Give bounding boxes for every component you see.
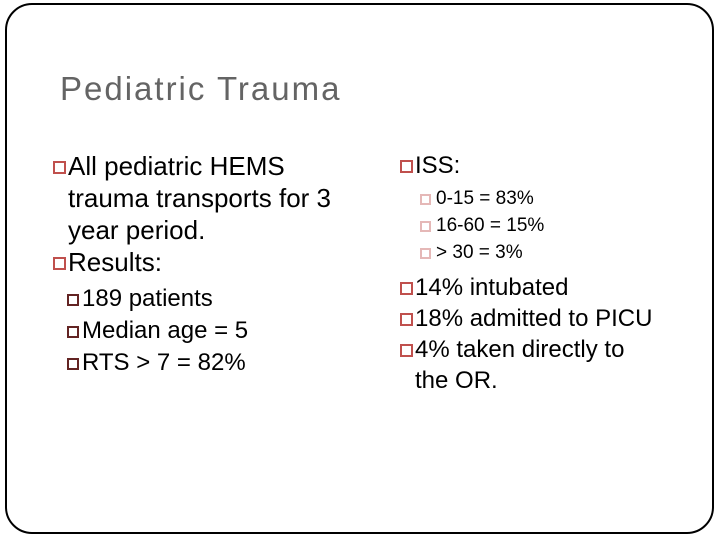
list-item: 18% admitted to PICU: [400, 303, 668, 334]
slide-border: [5, 3, 714, 534]
square-bullet-icon: [53, 257, 66, 270]
list-item: 4% taken directly to the OR.: [400, 334, 668, 396]
square-bullet-icon: [67, 294, 79, 306]
list-item: 16-60 = 15%: [420, 212, 668, 239]
bullet-text: ISS:: [415, 152, 461, 179]
list-item: > 30 = 3%: [420, 239, 668, 266]
square-bullet-icon: [67, 326, 79, 338]
bullet-text: 14% intubated: [415, 274, 569, 301]
square-bullet-icon: [400, 313, 413, 326]
right-text-column: ISS: 0-15 = 83% 16-60 = 15% > 30 = 3% 14…: [400, 150, 668, 396]
sub-list: 189 patients Median age = 5 RTS > 7 = 82…: [53, 283, 358, 379]
square-bullet-icon: [420, 221, 431, 232]
list-item: ISS:: [400, 150, 668, 181]
list-item: Median age = 5: [67, 315, 358, 347]
square-bullet-icon: [400, 282, 413, 295]
bullet-text: 4% taken directly to the OR.: [415, 336, 625, 394]
bullet-text: 18% admitted to PICU: [415, 305, 653, 332]
square-bullet-icon: [400, 160, 413, 173]
bullet-text: All pediatric HEMS trauma transports for…: [68, 151, 331, 245]
list-item: Results:: [53, 246, 358, 278]
list-item: 189 patients: [67, 283, 358, 315]
sub-list: 0-15 = 83% 16-60 = 15% > 30 = 3%: [400, 185, 668, 266]
square-bullet-icon: [53, 161, 66, 174]
square-bullet-icon: [400, 344, 413, 357]
left-text-column: All pediatric HEMS trauma transports for…: [53, 150, 358, 379]
square-bullet-icon: [420, 248, 431, 259]
bullet-text: RTS > 7 = 82%: [82, 349, 246, 376]
list-item: All pediatric HEMS trauma transports for…: [53, 150, 358, 246]
list-item: 0-15 = 83%: [420, 185, 668, 212]
list-item: RTS > 7 = 82%: [67, 347, 358, 379]
square-bullet-icon: [67, 358, 79, 370]
bullet-group: 14% intubated 18% admitted to PICU 4% ta…: [400, 272, 668, 396]
bullet-text: Results:: [68, 247, 162, 277]
bullet-text: Median age = 5: [82, 317, 249, 344]
page-title: Pediatric Trauma: [60, 70, 342, 107]
list-item: 14% intubated: [400, 272, 668, 303]
bullet-text: 189 patients: [82, 285, 213, 312]
bullet-text: 16-60 = 15%: [436, 215, 545, 236]
bullet-text: > 30 = 3%: [436, 242, 523, 263]
square-bullet-icon: [420, 194, 431, 205]
bullet-text: 0-15 = 83%: [436, 188, 534, 209]
